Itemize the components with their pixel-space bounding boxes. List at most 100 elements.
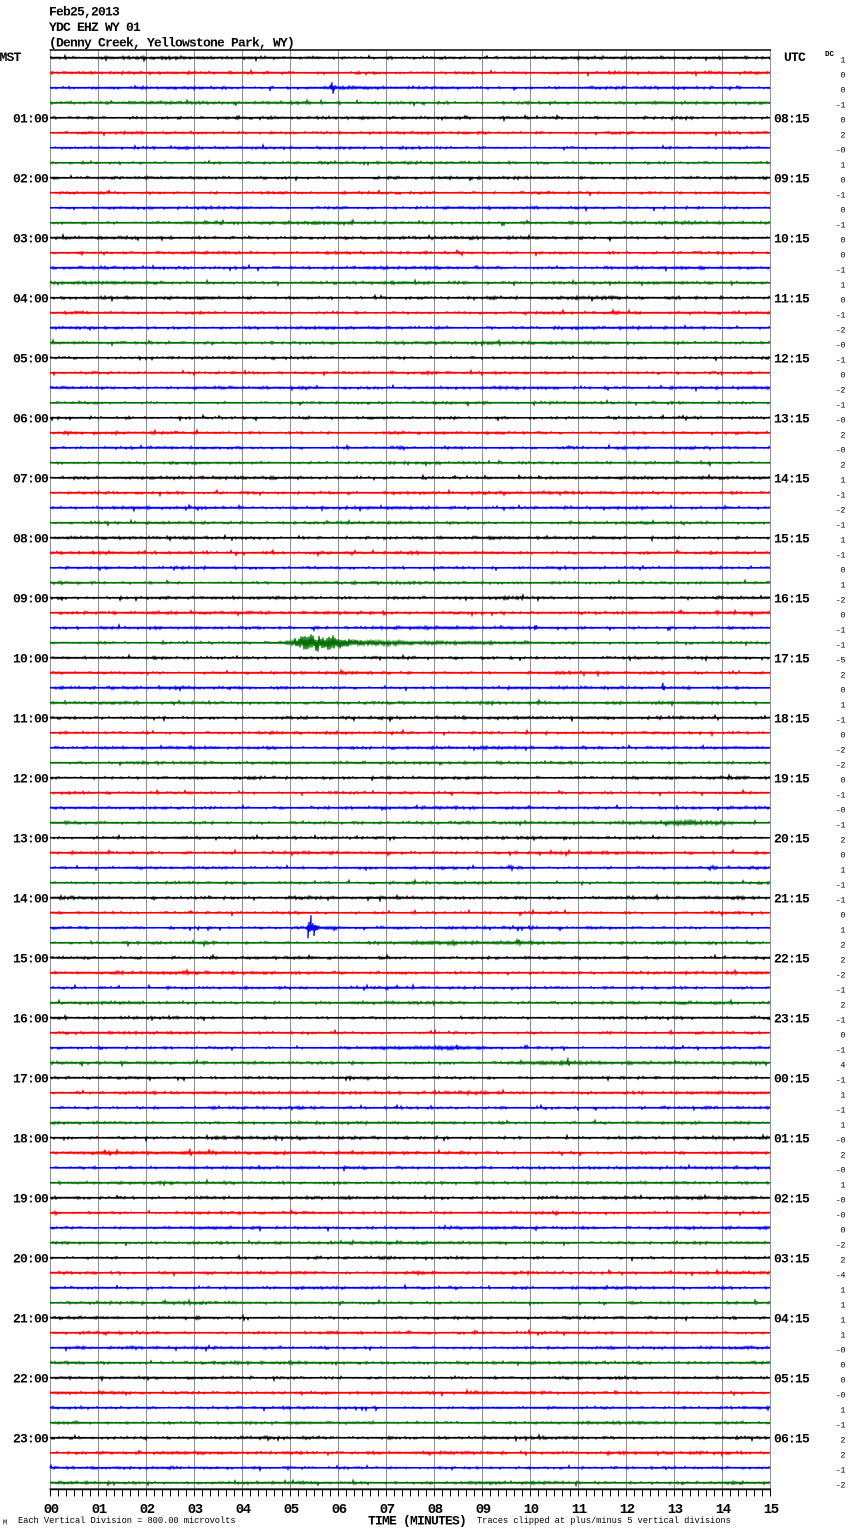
svg-text:06:15: 06:15 xyxy=(774,1432,810,1447)
svg-text:16:15: 16:15 xyxy=(774,592,810,607)
svg-text:0: 0 xyxy=(840,910,845,920)
svg-text:09:15: 09:15 xyxy=(774,172,810,187)
svg-text:-5: -5 xyxy=(836,655,846,665)
svg-text:1: 1 xyxy=(840,1180,845,1190)
svg-text:2: 2 xyxy=(840,1150,845,1160)
svg-text:2: 2 xyxy=(840,130,845,140)
svg-text:0: 0 xyxy=(840,235,845,245)
svg-text:1: 1 xyxy=(840,55,845,65)
svg-text:18:00: 18:00 xyxy=(13,1132,49,1147)
svg-text:05:00: 05:00 xyxy=(13,352,49,367)
svg-text:10:00: 10:00 xyxy=(13,652,49,667)
svg-text:1: 1 xyxy=(840,925,845,935)
svg-text:1: 1 xyxy=(840,160,845,170)
svg-text:-4: -4 xyxy=(836,1270,846,1280)
svg-text:17:15: 17:15 xyxy=(774,652,810,667)
svg-text:2: 2 xyxy=(840,955,845,965)
svg-text:12:00: 12:00 xyxy=(13,772,49,787)
svg-text:-1: -1 xyxy=(836,100,846,110)
svg-text:18:15: 18:15 xyxy=(774,712,810,727)
svg-text:05: 05 xyxy=(284,1502,299,1518)
svg-text:-1: -1 xyxy=(836,790,846,800)
svg-text:1: 1 xyxy=(840,475,845,485)
svg-text:19:15: 19:15 xyxy=(774,772,810,787)
svg-text:1: 1 xyxy=(840,1090,845,1100)
svg-text:04:00: 04:00 xyxy=(13,292,49,307)
svg-text:01:00: 01:00 xyxy=(13,112,49,127)
svg-text:07: 07 xyxy=(380,1502,395,1518)
svg-text:-1: -1 xyxy=(836,1015,846,1025)
svg-text:-1: -1 xyxy=(836,490,846,500)
svg-text:-0: -0 xyxy=(836,1165,846,1175)
svg-text:12:15: 12:15 xyxy=(774,352,810,367)
svg-text:DC: DC xyxy=(825,51,835,59)
svg-text:-2: -2 xyxy=(836,325,846,335)
svg-text:Feb25,2013: Feb25,2013 xyxy=(49,4,120,19)
svg-text:14: 14 xyxy=(716,1502,731,1518)
svg-text:1: 1 xyxy=(840,1300,845,1310)
svg-text:-1: -1 xyxy=(836,310,846,320)
svg-text:21:00: 21:00 xyxy=(13,1312,49,1327)
svg-text:0: 0 xyxy=(840,250,845,260)
svg-text:2: 2 xyxy=(840,430,845,440)
svg-text:-0: -0 xyxy=(836,1390,846,1400)
svg-text:M: M xyxy=(3,1520,7,1528)
svg-text:0: 0 xyxy=(840,850,845,860)
svg-text:1: 1 xyxy=(840,280,845,290)
svg-text:-1: -1 xyxy=(836,625,846,635)
svg-text:11:15: 11:15 xyxy=(774,292,810,307)
svg-text:-2: -2 xyxy=(836,1240,846,1250)
svg-text:12: 12 xyxy=(620,1502,635,1518)
svg-text:0: 0 xyxy=(840,610,845,620)
svg-text:13:00: 13:00 xyxy=(13,832,49,847)
svg-text:02:00: 02:00 xyxy=(13,172,49,187)
svg-text:0: 0 xyxy=(840,775,845,785)
svg-text:20:00: 20:00 xyxy=(13,1252,49,1267)
svg-text:-1: -1 xyxy=(836,400,846,410)
svg-text:-1: -1 xyxy=(836,1105,846,1115)
svg-text:23:15: 23:15 xyxy=(774,1012,810,1027)
svg-text:0: 0 xyxy=(840,205,845,215)
svg-text:2: 2 xyxy=(840,1435,845,1445)
svg-text:-0: -0 xyxy=(836,1345,846,1355)
svg-text:-2: -2 xyxy=(836,1480,846,1490)
svg-text:0: 0 xyxy=(840,730,845,740)
svg-text:1: 1 xyxy=(840,1120,845,1130)
svg-text:17:00: 17:00 xyxy=(13,1072,49,1087)
svg-text:10:15: 10:15 xyxy=(774,232,810,247)
svg-text:03:15: 03:15 xyxy=(774,1252,810,1267)
svg-text:YDC EHZ WY 01: YDC EHZ WY 01 xyxy=(49,20,141,35)
svg-text:15: 15 xyxy=(764,1502,779,1518)
svg-text:09:00: 09:00 xyxy=(13,592,49,607)
svg-text:0: 0 xyxy=(840,565,845,575)
svg-text:23:00: 23:00 xyxy=(13,1432,49,1447)
svg-text:-1: -1 xyxy=(836,895,846,905)
svg-text:09: 09 xyxy=(476,1502,491,1518)
svg-text:03:00: 03:00 xyxy=(13,232,49,247)
svg-text:2: 2 xyxy=(840,1255,845,1265)
svg-text:-1: -1 xyxy=(836,985,846,995)
svg-text:1: 1 xyxy=(840,1285,845,1295)
svg-text:-2: -2 xyxy=(836,760,846,770)
svg-text:-0: -0 xyxy=(836,805,846,815)
svg-text:04: 04 xyxy=(236,1502,251,1518)
svg-text:-0: -0 xyxy=(836,415,846,425)
svg-text:Each Vertical Division = 800.: Each Vertical Division = 800.00 microvol… xyxy=(18,1516,236,1526)
svg-text:06:00: 06:00 xyxy=(13,412,49,427)
svg-text:-0: -0 xyxy=(836,445,846,455)
svg-text:02:15: 02:15 xyxy=(774,1192,810,1207)
svg-text:1: 1 xyxy=(840,1405,845,1415)
svg-text:-1: -1 xyxy=(836,190,846,200)
svg-text:-1: -1 xyxy=(836,550,846,560)
svg-text:0: 0 xyxy=(840,1360,845,1370)
svg-text:2: 2 xyxy=(840,1000,845,1010)
svg-text:0: 0 xyxy=(840,70,845,80)
svg-text:15:15: 15:15 xyxy=(774,532,810,547)
svg-text:1: 1 xyxy=(840,700,845,710)
svg-text:2: 2 xyxy=(840,670,845,680)
svg-text:-0: -0 xyxy=(836,1195,846,1205)
svg-text:03: 03 xyxy=(188,1502,203,1518)
svg-text:-2: -2 xyxy=(836,595,846,605)
svg-text:11:00: 11:00 xyxy=(13,712,49,727)
svg-text:2: 2 xyxy=(840,460,845,470)
